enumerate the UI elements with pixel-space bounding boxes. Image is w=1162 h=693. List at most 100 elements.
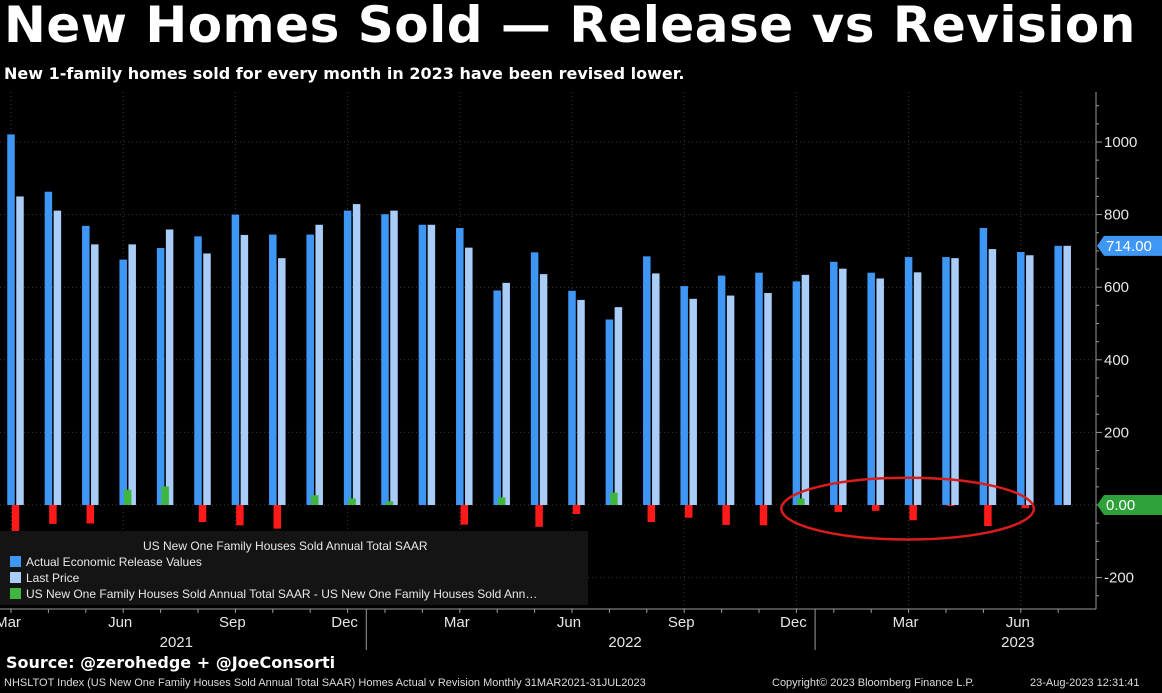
last-value-label: 714.00 bbox=[1106, 238, 1152, 255]
release-bar-2022-12 bbox=[792, 281, 801, 505]
last-price-bar-2023-07 bbox=[1063, 245, 1071, 505]
x-year-label-0: 2021 bbox=[160, 634, 193, 651]
revision-diff-bar-2021-10 bbox=[273, 505, 282, 529]
y-tick-label-4: 600 bbox=[1104, 279, 1129, 296]
last-price-bar-2022-09 bbox=[689, 298, 697, 505]
x-tick-label-4: Mar bbox=[444, 614, 470, 631]
revision-diff-bar-2021-11 bbox=[310, 495, 319, 505]
last-price-bar-2023-05 bbox=[988, 249, 997, 505]
footer-timestamp: 23-Aug-2023 12:31:41 bbox=[1030, 677, 1140, 689]
release-bar-2021-08 bbox=[194, 236, 202, 505]
y-tick-label-0: -200 bbox=[1104, 570, 1134, 587]
legend-label-release: Actual Economic Release Values bbox=[26, 555, 202, 569]
x-tick-label-7: Dec bbox=[780, 614, 807, 631]
release-bar-2022-05 bbox=[530, 252, 539, 505]
last-price-bar-2021-09 bbox=[240, 234, 249, 506]
last-price-bar-2021-12 bbox=[352, 204, 361, 505]
revision-diff-bar-2022-09 bbox=[684, 505, 693, 518]
last-price-bar-2022-02 bbox=[427, 224, 436, 505]
x-tick-label-3: Dec bbox=[331, 614, 358, 631]
release-bar-2022-01 bbox=[381, 214, 389, 505]
release-bar-2022-11 bbox=[755, 272, 763, 505]
source-credit: Source: @zerohedge + @JoeConsorti bbox=[6, 653, 336, 672]
release-bar-2022-09 bbox=[680, 286, 688, 505]
revision-diff-bar-2022-01 bbox=[385, 501, 394, 505]
release-bar-2022-06 bbox=[568, 290, 576, 505]
last-price-bar-2022-06 bbox=[577, 299, 585, 505]
revision-diff-bar-2021-05 bbox=[86, 505, 95, 524]
legend-item-last: Last Price bbox=[10, 571, 79, 585]
release-bar-2021-10 bbox=[269, 234, 277, 505]
revision-diff-bar-2021-04 bbox=[49, 505, 57, 524]
y-tick-label-5: 800 bbox=[1104, 207, 1129, 224]
release-bar-2022-02 bbox=[418, 224, 427, 505]
chart-title: New Homes Sold — Release vs Revision bbox=[4, 0, 1136, 54]
last-price-bar-2023-02 bbox=[876, 278, 884, 505]
legend-title: US New One Family Houses Sold Annual Tot… bbox=[143, 539, 428, 553]
chart-subtitle: New 1-family homes sold for every month … bbox=[4, 64, 685, 83]
last-price-bar-2021-03 bbox=[16, 196, 24, 505]
last-price-bar-2021-04 bbox=[53, 210, 62, 505]
revision-diff-bar-2021-09 bbox=[236, 505, 244, 526]
x-tick-label-0: Mar bbox=[0, 614, 21, 631]
release-bar-2022-04 bbox=[493, 290, 501, 505]
footer-copyright: Copyright© 2023 Bloomberg Finance L.P. bbox=[772, 677, 975, 689]
legend-label-last: Last Price bbox=[26, 571, 80, 585]
legend-item-release: Actual Economic Release Values bbox=[10, 555, 202, 569]
last-value-badge bbox=[1097, 235, 1162, 256]
last-price-bar-2022-12 bbox=[801, 274, 810, 505]
release-bar-2021-05 bbox=[82, 225, 90, 505]
legend-swatch-last bbox=[10, 572, 21, 583]
x-year-label-2: 2023 bbox=[1001, 634, 1034, 651]
release-bar-2021-09 bbox=[231, 214, 240, 505]
last-price-bar-2022-10 bbox=[726, 295, 735, 505]
last-price-bar-2023-06 bbox=[1026, 255, 1034, 505]
revision-diff-bar-2022-06 bbox=[572, 505, 581, 515]
legend-item-diff: US New One Family Houses Sold Annual Tot… bbox=[10, 587, 537, 601]
release-bar-2021-03 bbox=[7, 134, 15, 505]
last-price-bar-2022-07 bbox=[614, 307, 623, 505]
revision-diff-bar-2022-08 bbox=[647, 505, 656, 523]
revision-diff-bar-2022-03 bbox=[460, 505, 469, 525]
last-price-bar-2021-06 bbox=[128, 244, 136, 505]
revision-diff-bar-2022-12 bbox=[797, 498, 805, 505]
x-tick-label-1: Jun bbox=[108, 614, 132, 631]
release-bar-2021-11 bbox=[306, 234, 314, 505]
last-price-bar-2023-01 bbox=[839, 268, 847, 505]
revision-diff-bar-2023-03 bbox=[909, 505, 917, 521]
revision-diff-bar-2023-04 bbox=[946, 505, 955, 507]
release-bar-2023-05 bbox=[979, 228, 988, 505]
revision-diff-bar-2023-06 bbox=[1021, 505, 1030, 509]
release-bar-2023-01 bbox=[830, 261, 838, 505]
release-bar-2023-07 bbox=[1054, 245, 1062, 505]
last-price-bar-2022-08 bbox=[652, 273, 660, 505]
last-price-bar-2021-07 bbox=[165, 229, 174, 505]
revision-diff-bar-2022-10 bbox=[722, 505, 730, 525]
legend-swatch-diff bbox=[10, 588, 21, 599]
diff-value-label: 0.00 bbox=[1106, 497, 1135, 514]
last-price-bar-2022-01 bbox=[390, 210, 398, 505]
revision-diff-bar-2021-08 bbox=[198, 505, 207, 523]
revision-diff-bar-2023-05 bbox=[984, 505, 992, 527]
last-price-bar-2022-04 bbox=[502, 282, 510, 505]
release-bar-2023-04 bbox=[942, 257, 950, 505]
revision-diff-bar-2021-12 bbox=[348, 498, 356, 505]
release-bar-2023-06 bbox=[1017, 251, 1025, 505]
revision-diff-bar-2022-04 bbox=[497, 497, 506, 505]
last-price-bar-2022-03 bbox=[465, 247, 473, 505]
annotation-ellipse bbox=[780, 476, 1036, 541]
last-price-bar-2021-05 bbox=[91, 244, 99, 505]
revision-diff-bar-2022-11 bbox=[759, 505, 768, 526]
revision-diff-bar-2022-05 bbox=[535, 505, 543, 527]
diff-value-badge bbox=[1097, 495, 1162, 515]
x-tick-label-6: Sep bbox=[668, 614, 695, 631]
y-tick-label-2: 200 bbox=[1104, 424, 1129, 441]
last-price-bar-2021-08 bbox=[203, 253, 211, 505]
x-tick-label-5: Jun bbox=[557, 614, 581, 631]
legend-swatch-release bbox=[10, 556, 21, 567]
y-tick-label-3: 400 bbox=[1104, 352, 1129, 369]
last-price-bar-2022-11 bbox=[764, 293, 772, 505]
release-bar-2023-02 bbox=[867, 272, 875, 505]
last-price-bar-2023-04 bbox=[951, 258, 959, 505]
